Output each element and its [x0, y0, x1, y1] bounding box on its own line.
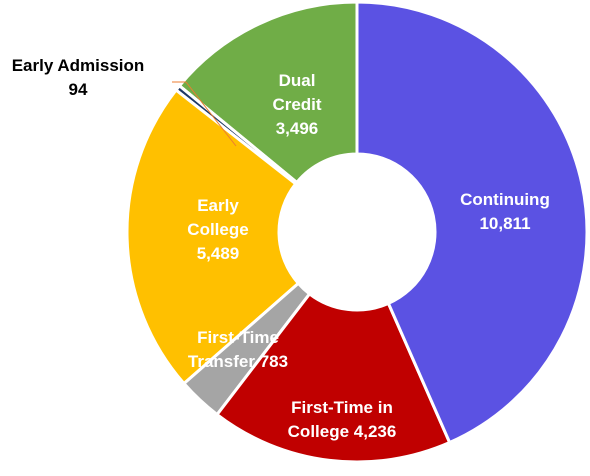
category-name: First-Time Transfer [187, 328, 279, 371]
slice-label: First-Time in College 4,236 [267, 396, 417, 444]
category-name: Continuing [460, 190, 550, 209]
category-name: Early Admission [11, 56, 145, 75]
donut-slice [214, 291, 452, 464]
value-label: 4,236 [353, 422, 397, 441]
slice-label: Early College 5,489 [173, 194, 263, 266]
category-name: First-Time in College [287, 398, 393, 441]
slice-label: Dual Credit 3,496 [257, 69, 337, 141]
value-label: 783 [259, 352, 289, 371]
value-label: 94 [68, 80, 88, 99]
leader-line [185, 81, 237, 147]
value-label: 10,811 [479, 214, 531, 233]
value-label: 3,496 [275, 119, 319, 138]
donut-slice [125, 87, 301, 386]
value-label: 5,489 [196, 244, 240, 263]
donut-slice [177, 0, 359, 185]
category-name: Early College [187, 196, 249, 239]
slice-label: Early Admission 94 [3, 54, 153, 102]
slice-label: First-Time Transfer 783 [183, 326, 293, 374]
donut-slice [355, 0, 589, 445]
category-name: Dual Credit [272, 71, 322, 114]
slice-label: Continuing 10,811 [445, 188, 565, 236]
